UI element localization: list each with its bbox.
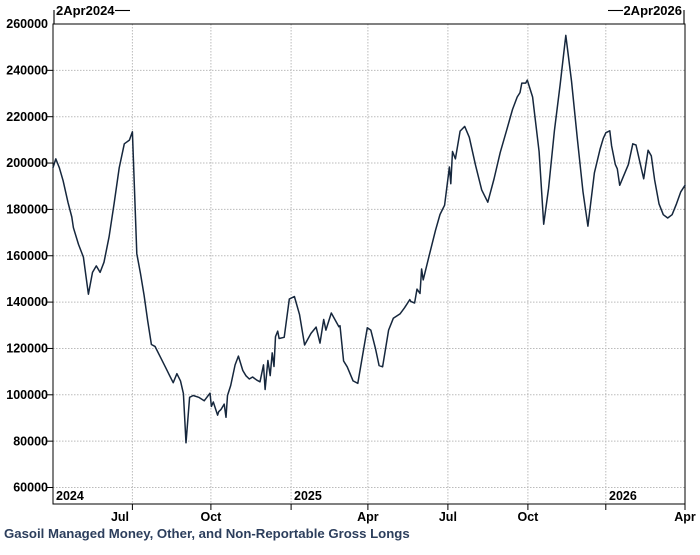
svg-text:180000: 180000 (6, 203, 48, 217)
svg-text:100000: 100000 (6, 388, 48, 402)
svg-text:Gasoil Managed Money, Other, a: Gasoil Managed Money, Other, and Non-Rep… (4, 526, 410, 541)
svg-text:140000: 140000 (6, 295, 48, 309)
svg-text:2025: 2025 (294, 489, 322, 503)
svg-text:2026: 2026 (609, 489, 637, 503)
svg-text:200000: 200000 (6, 156, 48, 170)
svg-text:60000: 60000 (13, 481, 48, 495)
svg-text:2Apr2024: 2Apr2024 (56, 3, 115, 18)
svg-text:Apr: Apr (674, 510, 696, 524)
svg-text:Oct: Oct (517, 510, 539, 524)
svg-text:80000: 80000 (13, 434, 48, 448)
svg-text:240000: 240000 (6, 64, 48, 78)
svg-text:120000: 120000 (6, 342, 48, 356)
svg-text:Jul: Jul (439, 510, 457, 524)
svg-text:260000: 260000 (6, 17, 48, 31)
svg-text:220000: 220000 (6, 110, 48, 124)
svg-text:160000: 160000 (6, 249, 48, 263)
svg-text:Apr: Apr (357, 510, 379, 524)
svg-text:Jul: Jul (111, 510, 129, 524)
svg-text:Oct: Oct (200, 510, 222, 524)
svg-text:2024: 2024 (56, 489, 84, 503)
svg-text:2Apr2026: 2Apr2026 (623, 3, 682, 18)
